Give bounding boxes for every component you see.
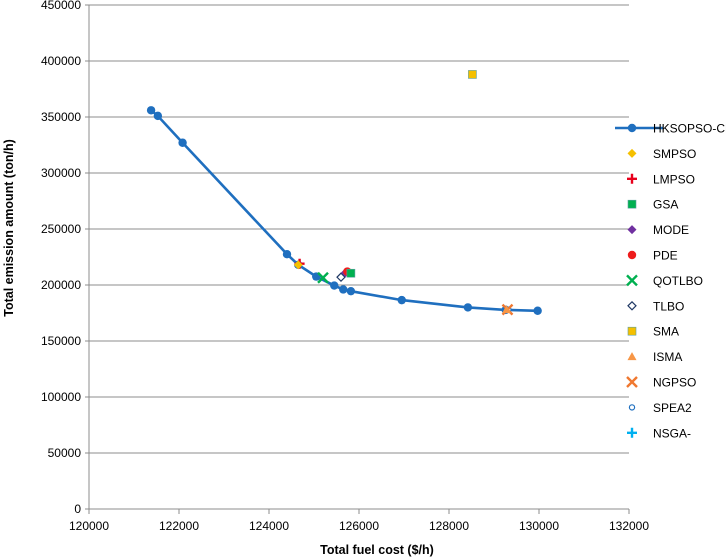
legend-item-gsa: GSA <box>627 198 678 212</box>
data-point <box>346 268 356 278</box>
legend: HKSOPSO-CP SMPSO LMPSO GSA MODE PDE QOTLBO TLBO… <box>615 122 726 440</box>
legend-marker <box>627 148 637 158</box>
legend-label: TLBO <box>653 299 684 313</box>
legend-item-ngpso: NGPSO <box>626 376 696 390</box>
y-tick-label: 200000 <box>41 278 81 292</box>
y-tick-label: 250000 <box>41 222 81 236</box>
legend-label: SMPSO <box>653 147 696 161</box>
legend-marker <box>628 404 636 411</box>
data-point <box>178 138 187 147</box>
legend-label: LMPSO <box>653 172 695 186</box>
series-tlbo <box>336 272 346 283</box>
legend-item-hksopso-cp: HKSOPSO-CP <box>615 122 726 136</box>
plot-area <box>146 70 542 316</box>
legend-item-qotlbo: QOTLBO <box>626 274 703 288</box>
x-tick-label: 132000 <box>609 519 649 533</box>
data-point <box>346 286 356 296</box>
series-qotlbo <box>317 271 329 284</box>
series-smpso <box>293 260 303 270</box>
x-axis: 120000 122000 124000 126000 128000 130000 1320… <box>69 508 649 533</box>
legend-label: MODE <box>653 223 689 237</box>
series-isma <box>502 305 512 314</box>
legend-marker <box>627 326 637 336</box>
y-tick-label: 50000 <box>48 446 82 460</box>
legend-item-isma: ISMA <box>627 350 682 364</box>
legend-marker <box>627 225 637 235</box>
y-axis-title: Total emission amount (ton/h) <box>2 139 16 317</box>
data-point <box>533 306 542 315</box>
y-axis: 0 50000 100000 150000 200000 250000 300000 3500… <box>41 0 90 516</box>
series-sma <box>468 70 477 79</box>
y-tick-label: 100000 <box>41 390 81 404</box>
series-hksopso-cp <box>146 106 542 315</box>
y-tick-label: 450000 <box>41 0 81 12</box>
x-tick-label: 120000 <box>69 519 109 533</box>
legend-marker <box>627 427 637 438</box>
legend-marker <box>627 300 637 311</box>
data-point <box>502 305 512 314</box>
legend-label: SPEA2 <box>653 401 692 415</box>
data-point <box>293 260 303 270</box>
legend-marker <box>627 173 637 184</box>
data-point <box>339 285 348 294</box>
legend-item-tlbo: TLBO <box>627 299 684 313</box>
legend-label: ISMA <box>653 350 682 364</box>
legend-item-lmpso: LMPSO <box>627 172 695 186</box>
legend-item-nsga-: NSGA- <box>627 426 691 440</box>
data-point <box>153 111 163 121</box>
legend-marker <box>627 250 637 260</box>
legend-marker <box>626 274 638 287</box>
y-tick-label: 350000 <box>41 110 81 124</box>
x-tick-label: 126000 <box>339 519 379 533</box>
legend-label: GSA <box>653 198 678 212</box>
legend-marker <box>627 123 637 133</box>
series-line <box>150 109 538 313</box>
legend-item-spea2: SPEA2 <box>628 401 692 415</box>
data-point <box>397 295 406 305</box>
series-gsa <box>346 268 356 278</box>
legend-label: QOTLBO <box>653 274 703 288</box>
legend-label: NSGA- <box>653 426 691 440</box>
y-tick-label: 400000 <box>41 54 81 68</box>
x-tick-label: 128000 <box>429 519 469 533</box>
x-tick-label: 130000 <box>519 519 559 533</box>
data-point <box>468 70 477 79</box>
data-point <box>463 303 473 312</box>
legend-label: SMA <box>653 325 679 339</box>
grid <box>89 4 629 510</box>
legend-item-mode: MODE <box>627 223 689 237</box>
legend-item-sma: SMA <box>627 325 679 339</box>
data-point <box>317 271 329 284</box>
y-tick-label: 300000 <box>41 166 81 180</box>
x-tick-label: 122000 <box>159 519 199 533</box>
legend-item-pde: PDE <box>627 249 678 263</box>
x-axis-title: Total fuel cost ($/h) <box>320 543 434 557</box>
data-point <box>330 281 339 290</box>
y-tick-label: 150000 <box>41 334 81 348</box>
legend-label: HKSOPSO-CP <box>653 122 726 136</box>
legend-marker <box>626 376 638 388</box>
x-tick-label: 124000 <box>249 519 289 533</box>
legend-label: PDE <box>653 249 678 263</box>
y-tick-label: 0 <box>74 502 81 516</box>
legend-label: NGPSO <box>653 376 696 390</box>
data-point <box>336 272 346 283</box>
legend-item-smpso: SMPSO <box>627 147 696 161</box>
legend-marker <box>627 352 637 361</box>
data-point <box>282 250 292 259</box>
legend-marker <box>627 199 637 209</box>
data-point <box>146 106 156 115</box>
